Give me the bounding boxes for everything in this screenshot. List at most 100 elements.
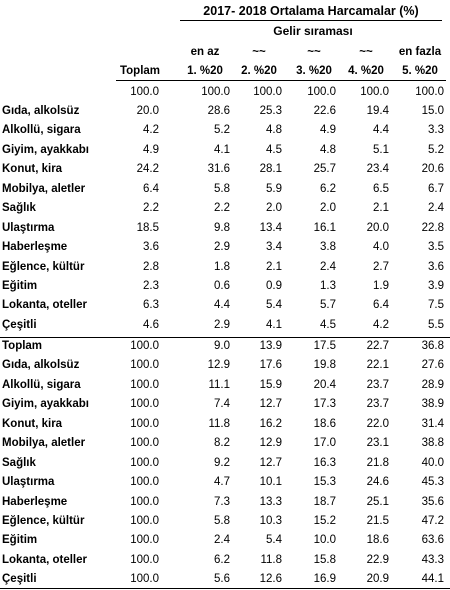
cell-col-5: 2.4: [428, 202, 444, 214]
cell-col-2: 5.4: [266, 299, 282, 311]
header-row1-col-3: ~~: [307, 46, 321, 58]
table-row: Lokanta, oteller 100.0 6.2 11.8 15.8 22.9 43.3: [0, 552, 450, 568]
cell-col-4: 19.4: [366, 105, 389, 117]
cell-col-4: 100.0: [360, 86, 389, 98]
table-row: Sağlık 2.2 2.2 2.0 2.0 2.1 2.4: [0, 200, 450, 216]
table-row: Çeşitli 100.0 5.6 12.6 16.9 20.9 44.1: [0, 571, 450, 587]
cell-col-2: 12.9: [259, 437, 282, 449]
cell-col-3: 1.3: [320, 280, 336, 292]
cell-col-2: 25.3: [259, 105, 282, 117]
cell-col-0: 6.4: [143, 183, 159, 195]
cell-col-2: 15.9: [259, 379, 282, 391]
cell-col-2: 2.1: [266, 261, 282, 273]
cell-col-4: 4.4: [373, 124, 389, 136]
cell-col-1: 5.8: [214, 183, 230, 195]
cell-col-5: 22.8: [421, 222, 444, 234]
cell-col-4: 4.2: [373, 319, 389, 331]
cell-col-2: 17.6: [259, 359, 282, 371]
cell-col-2: 10.3: [259, 515, 282, 527]
header-row2-col-2: 2. %20: [241, 65, 277, 77]
cell-col-0: 4.2: [143, 124, 159, 136]
cell-col-0: 24.2: [136, 163, 159, 175]
cell-col-1: 31.6: [207, 163, 230, 175]
cell-col-3: 100.0: [307, 86, 336, 98]
cell-col-3: 16.3: [313, 457, 336, 469]
cell-col-1: 100.0: [201, 86, 230, 98]
cell-col-5: 38.8: [421, 437, 444, 449]
cell-col-2: 28.1: [259, 163, 282, 175]
cell-col-5: 20.6: [421, 163, 444, 175]
cell-col-0: 100.0: [130, 379, 159, 391]
cell-col-5: 28.9: [421, 379, 444, 391]
table-row: Gıda, alkolsüz 100.0 12.9 17.6 19.8 22.1 27.6: [0, 357, 450, 373]
cell-col-1: 7.3: [214, 496, 230, 508]
cell-col-0: 100.0: [130, 418, 159, 430]
cell-col-3: 16.1: [313, 222, 336, 234]
cell-col-2: 12.7: [259, 398, 282, 410]
cell-col-4: 18.6: [366, 534, 389, 546]
cell-col-4: 22.1: [366, 359, 389, 371]
cell-col-4: 1.9: [373, 280, 389, 292]
cell-col-5: 3.3: [428, 124, 444, 136]
cell-col-1: 7.4: [214, 398, 230, 410]
section-divider: [0, 337, 450, 338]
row-label: Haberleşme: [2, 496, 68, 508]
table-row: Ulaştırma 18.5 9.8 13.4 16.1 20.0 22.8: [0, 220, 450, 236]
table-row: Konut, kira 24.2 31.6 28.1 25.7 23.4 20.6: [0, 161, 450, 177]
cell-col-1: 28.6: [207, 105, 230, 117]
cell-col-3: 17.0: [313, 437, 336, 449]
cell-col-4: 22.7: [366, 340, 389, 352]
header-row1-col-2: ~~: [252, 46, 266, 58]
cell-col-2: 4.1: [266, 319, 282, 331]
row-label: Ulaştırma: [2, 476, 55, 488]
cell-col-3: 10.0: [313, 534, 336, 546]
row-label: Çeşitli: [2, 573, 37, 585]
table-row: Konut, kira 100.0 11.8 16.2 18.6 22.0 31.4: [0, 416, 450, 432]
header-row1-col-1: en az: [190, 46, 220, 58]
row-label: Eğlence, kültür: [2, 515, 85, 527]
cell-col-4: 22.9: [366, 554, 389, 566]
cell-col-5: 15.0: [421, 105, 444, 117]
cell-col-0: 100.0: [130, 86, 159, 98]
cell-col-4: 4.0: [373, 241, 389, 253]
cell-col-1: 9.0: [214, 340, 230, 352]
cell-col-4: 2.7: [373, 261, 389, 273]
cell-col-2: 10.1: [259, 476, 282, 488]
cell-col-1: 2.9: [214, 319, 230, 331]
row-label: Sağlık: [2, 457, 36, 469]
cell-col-5: 6.7: [428, 183, 444, 195]
row-label: Giyim, ayakkabı: [2, 398, 89, 410]
cell-col-1: 4.4: [214, 299, 230, 311]
cell-col-5: 3.6: [428, 261, 444, 273]
row-label: Gıda, alkolsüz: [2, 359, 80, 371]
cell-col-0: 100.0: [130, 340, 159, 352]
cell-col-4: 21.5: [366, 515, 389, 527]
cell-col-3: 5.7: [320, 299, 336, 311]
cell-col-3: 4.5: [320, 319, 336, 331]
cell-col-0: 4.6: [143, 319, 159, 331]
cell-col-1: 8.2: [214, 437, 230, 449]
row-label: Sağlık: [2, 202, 36, 214]
cell-col-2: 2.0: [266, 202, 282, 214]
cell-col-0: 2.2: [143, 202, 159, 214]
cell-col-3: 2.4: [320, 261, 336, 273]
cell-col-1: 12.9: [207, 359, 230, 371]
table-row: Haberleşme 3.6 2.9 3.4 3.8 4.0 3.5: [0, 239, 450, 255]
table-row: Eğlence, kültür 2.8 1.8 2.1 2.4 2.7 3.6: [0, 259, 450, 275]
cell-col-3: 19.8: [313, 359, 336, 371]
cell-col-2: 13.9: [259, 340, 282, 352]
cell-col-1: 2.9: [214, 241, 230, 253]
cell-col-4: 23.7: [366, 398, 389, 410]
cell-col-0: 20.0: [136, 105, 159, 117]
cell-col-4: 22.0: [366, 418, 389, 430]
cell-col-5: 5.5: [428, 319, 444, 331]
table-row: Alkollü, sigara 100.0 11.1 15.9 20.4 23.7 28.9: [0, 377, 450, 393]
table-row: Çeşitli 4.6 2.9 4.1 4.5 4.2 5.5: [0, 317, 450, 333]
cell-col-0: 100.0: [130, 534, 159, 546]
cell-col-5: 38.9: [421, 398, 444, 410]
cell-col-4: 23.7: [366, 379, 389, 391]
cell-col-5: 47.2: [421, 515, 444, 527]
cell-col-4: 25.1: [366, 496, 389, 508]
row-label: Ulaştırma: [2, 222, 55, 234]
